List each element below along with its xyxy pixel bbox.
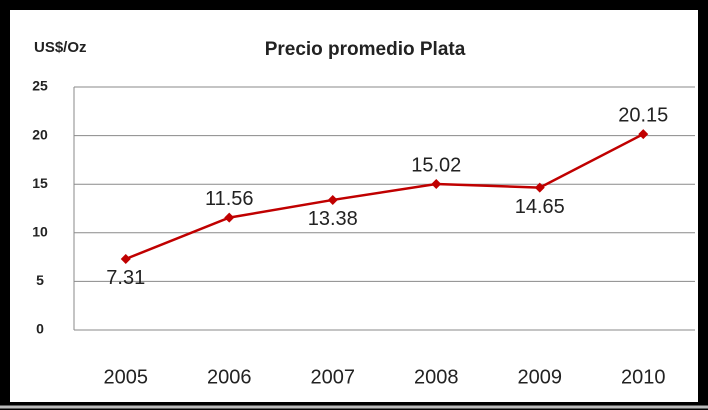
y-tick-label: 25: [32, 78, 48, 94]
data-label: 14.65: [515, 196, 565, 218]
marker: [638, 129, 649, 140]
x-tick-label: 2008: [414, 366, 459, 388]
y-tick-label: 10: [32, 224, 48, 240]
y-tick-label: 0: [36, 321, 44, 337]
marker: [224, 212, 235, 223]
y-tick-label: 15: [32, 175, 48, 191]
marker: [120, 253, 131, 264]
marker: [431, 179, 442, 190]
data-label: 20.15: [618, 104, 668, 126]
y-tick-label: 5: [36, 272, 44, 288]
x-tick-label: 2009: [518, 366, 563, 388]
x-tick-label: 2005: [104, 366, 149, 388]
marker: [534, 182, 545, 193]
marker: [327, 194, 338, 205]
x-tick-label: 2006: [207, 366, 252, 388]
y-axis-label: US$/Oz: [34, 39, 87, 56]
data-label: 15.02: [411, 154, 461, 176]
data-label: 11.56: [205, 188, 254, 210]
chart-title: Precio promedio Plata: [265, 39, 466, 60]
x-tick-label: 2007: [311, 366, 356, 388]
x-tick-label: 2010: [621, 366, 666, 388]
data-label: 7.31: [106, 267, 145, 289]
line: [125, 133, 644, 261]
y-tick-label: 20: [32, 126, 48, 142]
data-label: 13.38: [308, 208, 358, 230]
